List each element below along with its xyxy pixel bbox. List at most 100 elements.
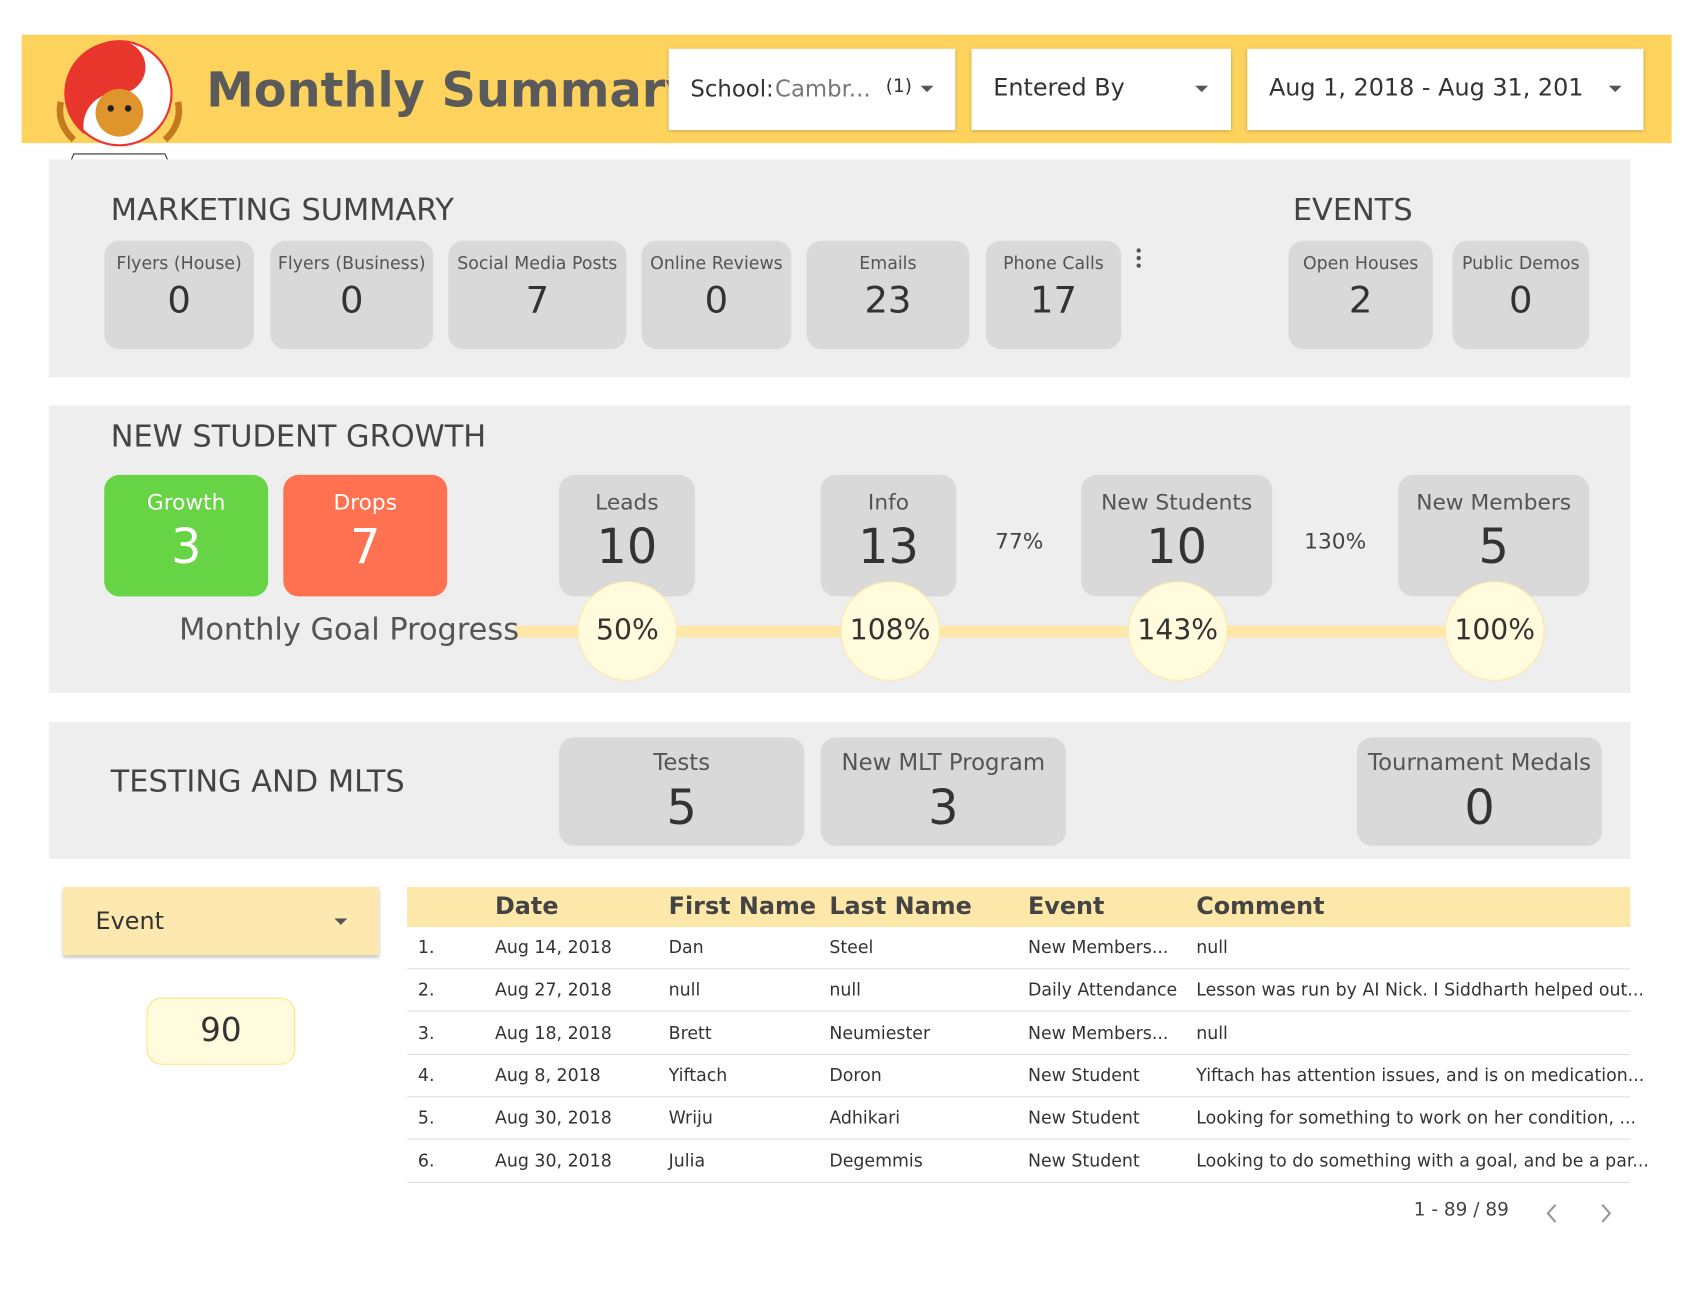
table-cell: New Members...: [1027, 936, 1169, 958]
metric-label: Emails: [859, 252, 917, 274]
metric-value: 0: [704, 278, 729, 323]
filter-label: School:: [690, 75, 774, 102]
pagination: 1 - 89 / 89: [1413, 1199, 1509, 1221]
table-row: [407, 1055, 1631, 1098]
section-title: TESTING AND MLTS: [110, 763, 405, 800]
metric-card: Public Demos 0: [1452, 240, 1590, 350]
table-row: [407, 1012, 1631, 1055]
table-cell: 1.: [417, 936, 435, 958]
metric-label: New Members: [1416, 489, 1572, 516]
page-title: Monthly Summary: [206, 62, 697, 119]
metric-value: 5: [666, 780, 697, 836]
school-filter[interactable]: School: Cambr... (1): [668, 48, 956, 131]
metric-card: Phone Calls 17: [985, 240, 1122, 350]
table-cell: Yiftach: [668, 1064, 728, 1086]
prev-page[interactable]: [1546, 1203, 1557, 1223]
metric-label: New MLT Program: [841, 749, 1046, 776]
metric-label: Phone Calls: [1003, 252, 1104, 274]
table-cell: 6.: [417, 1149, 435, 1171]
metric-card: Drops 7: [283, 474, 448, 597]
dropdown-arrow: [920, 85, 934, 93]
section-title: NEW STUDENT GROWTH: [110, 418, 487, 455]
table-cell: Aug 30, 2018: [494, 1149, 612, 1171]
goal-label: Monthly Goal Progress: [179, 611, 520, 648]
metric-value: 7: [350, 519, 381, 575]
date-filter[interactable]: Aug 1, 2018 - Aug 31, 201: [1247, 48, 1644, 131]
metric-value: 0: [1509, 278, 1533, 323]
metric-card: Emails 23: [806, 240, 970, 350]
metric-label: Social Media Posts: [457, 252, 618, 274]
metric-card: New MLT Program 3: [820, 737, 1066, 846]
table-cell: Looking to do something with a goal, and…: [1196, 1149, 1649, 1171]
metric-value: 0: [339, 278, 364, 323]
goal-progress: 50%: [577, 581, 678, 681]
progress-track: [515, 625, 1520, 638]
goal-progress: 108%: [840, 581, 941, 681]
metric-label: Info: [867, 489, 910, 516]
event-filter[interactable]: Event: [62, 886, 379, 956]
metric-card: Leads 10: [559, 474, 695, 597]
metric-card: Social Media Posts 7: [448, 240, 627, 350]
metric-value: 10: [1146, 519, 1208, 575]
table-cell: Julia: [668, 1149, 706, 1171]
metric-label: Public Demos: [1461, 252, 1580, 274]
section-title: MARKETING SUMMARY: [110, 191, 454, 228]
metric-value: 13: [858, 519, 919, 575]
metric-card: Flyers (House) 0: [104, 240, 255, 350]
next-page[interactable]: [1601, 1203, 1612, 1223]
conversion-rate: 130%: [1304, 528, 1367, 555]
filter-label: Event: [95, 908, 164, 936]
table-cell: null: [829, 979, 861, 1001]
table-cell: Aug 27, 2018: [494, 979, 612, 1001]
metric-value: 3: [170, 519, 202, 575]
dropdown-arrow: [1195, 85, 1209, 93]
table-header: [407, 886, 1631, 928]
metric-label: Open Houses: [1302, 252, 1419, 274]
metric-card: Info 13: [820, 474, 957, 597]
filter-value: Cambr...: [775, 75, 871, 102]
more-menu[interactable]: [1133, 247, 1144, 271]
metric-label: Tests: [653, 749, 711, 776]
table-cell: 5.: [417, 1107, 435, 1128]
table-cell: null: [1196, 936, 1228, 958]
table-cell: Doron: [829, 1064, 882, 1086]
metric-card: Growth 3: [104, 474, 269, 597]
goal-progress: 143%: [1127, 581, 1228, 681]
entered-by-filter[interactable]: Entered By: [971, 48, 1231, 131]
metric-value: 23: [864, 278, 912, 323]
section-title: EVENTS: [1292, 191, 1413, 228]
dropdown-arrow: [1608, 85, 1622, 93]
logo: [56, 40, 183, 170]
metric-value: 3: [928, 780, 959, 836]
table-cell: Dan: [668, 936, 704, 958]
metric-label: Flyers (House): [116, 252, 242, 274]
table-cell: 4.: [417, 1064, 435, 1086]
table-cell: 3.: [417, 1022, 435, 1043]
column-header: Date: [494, 893, 559, 921]
table-cell: Aug 30, 2018: [494, 1107, 612, 1128]
column-header: Comment: [1196, 893, 1325, 921]
table-cell: null: [1196, 1022, 1228, 1043]
column-header: Last Name: [829, 893, 972, 921]
table-cell: Aug 8, 2018: [494, 1064, 601, 1086]
table-cell: New Members...: [1027, 1022, 1169, 1043]
metric-card: Online Reviews 0: [641, 240, 792, 350]
table-cell: 2.: [417, 979, 435, 1001]
metric-label: Leads: [595, 489, 659, 516]
table-row: [407, 1140, 1631, 1183]
table-cell: Steel: [829, 936, 874, 958]
table-cell: Neumiester: [829, 1022, 931, 1043]
table-cell: Yiftach has attention issues, and is on …: [1196, 1064, 1645, 1086]
table-row: [407, 970, 1631, 1012]
metric-card: Tournament Medals 0: [1356, 737, 1603, 846]
filter-label: Entered By: [993, 74, 1125, 102]
conversion-rate: 77%: [995, 528, 1044, 555]
metric-card: Open Houses 2: [1288, 240, 1433, 350]
table-cell: New Student: [1027, 1107, 1140, 1128]
pager-arrows: [1546, 1203, 1612, 1223]
table-cell: Brett: [668, 1022, 712, 1043]
dropdown-arrow: [334, 918, 348, 925]
table-cell: Daily Attendance: [1027, 979, 1178, 1001]
